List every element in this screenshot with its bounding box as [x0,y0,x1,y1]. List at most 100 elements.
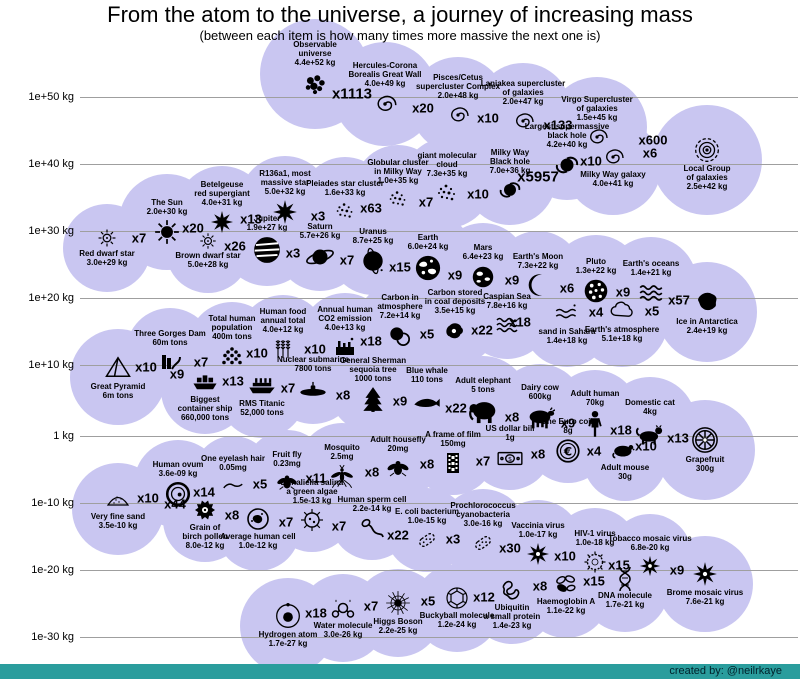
item-betelgeuse: Betelgeuse red supergiant 4.0e+31 kg [194,180,250,208]
hiv-1-virus-icon [582,549,608,575]
mosquito-icon [328,463,356,491]
buckyball-molecule-icon [444,585,470,611]
adult-elephant-icon [467,396,499,428]
human-ovum-icon [164,480,192,508]
factor-label: x9 [504,272,520,288]
item-local-group: Local Group of galaxies 2.5e+42 kg [683,164,731,191]
factor-label: x10 [135,359,157,375]
e-coli-bacterium-icon [414,527,440,553]
haemoglobin-a-icon [553,571,579,597]
item-r136a1-most-massive-star: R136a1, most massive star 5.0e+32 kg [259,169,311,197]
factor-label: x133 [543,117,573,133]
domestic-cat-icon [635,418,665,448]
earths-atmosphere-icon [608,297,636,325]
factor-label: x9 [669,562,685,578]
factor-label: x12 [473,589,495,605]
higgs-boson-icon [384,589,412,617]
factor-label: x9 [392,393,408,409]
svg-text:€: € [563,445,572,459]
gridline [80,637,798,638]
item-carbon-in-atmosphere: Carbon in atmosphere 7.2e+14 kg [377,293,423,321]
item-dairy-cow: Dairy cow 600kg [521,383,559,402]
item-very-fine-sand: Very fine sand 3.5e-10 kg [90,512,146,530]
prochlorococcus-icon [470,530,496,556]
factor-label: x7 [418,194,434,210]
item-earth: Earth 6.0e+24 kg [407,233,449,252]
item-pisces-cetus-supercluster: Pisces/Cetus supercluster Complex 2.0e+4… [415,73,501,101]
item-dunaliella-salina: Dunaliella salina a green algae 1.5e-13 … [280,478,344,506]
item-us-dollar-bill: US dollar bill 1g [485,424,535,443]
item-domestic-cat: Domestic cat 4kg [625,398,675,417]
item-virgo-supercluster: Virgo Supercluster of galaxies 1.5e+45 k… [561,95,633,123]
item-average-human-cell: Average human cell 1.0e-12 kg [220,532,296,550]
factor-label: x11 [305,470,327,486]
earth-icon [413,253,443,283]
path-blob [63,204,151,292]
item-adult-elephant: Adult elephant 5 tons [455,376,511,395]
factor-label: x8 [419,456,435,472]
factor-label: x8 [224,507,240,523]
gridline [80,164,798,165]
path-blob [240,578,336,674]
factor-label: x20 [182,220,204,236]
factor-label: x8 [364,464,380,480]
factor-label: x7 [363,598,379,614]
factor-label: x4 [586,443,602,459]
factor-label: x18 [610,422,632,438]
factor-label: x7 [475,453,491,469]
dunaliella-salina-icon [299,507,325,533]
factor-label: x15 [389,259,411,275]
item-adult-mouse: Adult mouse 30g [600,463,650,481]
factor-label: x30 [499,540,521,556]
nuclear-submarine-icon [298,375,328,405]
the-sun-icon [153,218,181,246]
gridline [80,436,798,437]
factor-label: x63 [360,200,382,216]
factor-label: x13 [222,373,244,389]
factor-label: x57 [668,292,690,308]
factor-label: x15 [583,573,605,589]
factor-label: x7 [339,252,355,268]
brown-dwarf-star-icon [198,231,218,251]
item-laniakea-supercluster: Laniakea supercluster of galaxies 2.0e+4… [480,79,566,107]
item-adult-human: Adult human 70kg [570,389,620,408]
path-blob [70,329,166,425]
path-blob [655,400,755,500]
laniakea-supercluster-icon [510,108,536,134]
earths-oceans-icon [637,279,665,307]
factor-label: x3 [285,245,301,261]
very-fine-sand-icon [105,486,131,512]
page-title: From the atom to the universe, a journey… [107,2,693,27]
item-total-human-population: Total human population 400m tons [208,314,256,342]
item-globular-cluster: Globular cluster in Milky Way 1.0e+35 kg [367,158,429,186]
item-higgs-boson: Higgs Boson 2.2e-25 kg [373,617,423,635]
vaccinia-virus-icon [525,541,551,567]
item-general-sherman-sequoia: General Sherman sequoia tree 1000 tons [339,356,407,384]
factor-label: x7 [331,518,347,534]
milky-way-galaxy-icon [600,144,626,170]
item-ubiquitin: Ubiquitin a small protein 1.4e-23 kg [483,603,541,630]
item-caspian-sea: Caspian Sea 7.8e+16 kg [483,292,531,311]
giant-molecular-cloud-icon [434,180,460,206]
factor-label: x5 [419,326,435,342]
factor-label: x8 [504,409,520,425]
factor-label: x6 [559,280,575,296]
factor-label: x6 [642,145,658,161]
red-dwarf-star-icon [96,227,118,249]
item-hiv-1-virus: HIV-1 virus 1.0e-18 kg [574,529,616,548]
jupiter-icon [251,234,283,266]
item-annual-human-co2: Annual human CO2 emission 4.0e+13 kg [317,305,373,333]
brome-mosaic-virus-icon [691,560,719,588]
svg-text:$: $ [508,455,512,463]
item-giant-molecular-cloud: giant molecular cloud 7.3e+35 kg [417,151,477,179]
factor-label: x9 [560,415,576,431]
caspian-sea-icon [494,312,520,338]
factor-label: x13 [667,430,689,446]
pisces-cetus-supercluster-icon [445,102,471,128]
adult-mouse-icon [611,435,639,463]
pleiades-star-cluster-icon [333,199,357,223]
path-blob [72,463,164,555]
axis-label: 1e+10 kg [28,359,74,371]
item-rms-titanic: RMS Titanic 52,000 tons [239,399,285,417]
